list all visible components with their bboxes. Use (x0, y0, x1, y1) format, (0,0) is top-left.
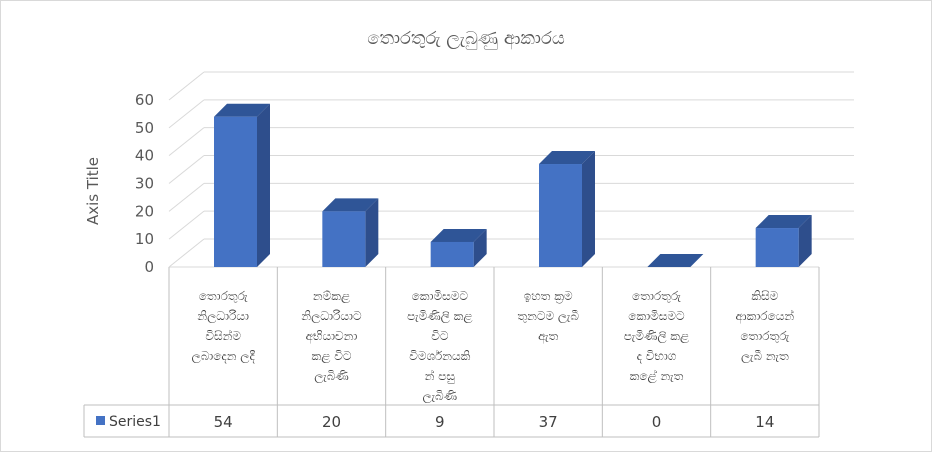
category-label: කිසිම ආකාරයෙන් තොරතුරු ලැබී නැත (736, 289, 795, 364)
legend-label: Series1 (109, 414, 161, 430)
bar-top (539, 151, 595, 165)
legend-swatch (96, 416, 105, 425)
category-label: තොරතුරු කොමිසමට පැමිණිලි කළ ද විභාග කළේ නැත (624, 289, 689, 384)
chart-title: තොරතුරු ලැබුණු ආකාරය (367, 28, 565, 50)
gridline-side (168, 238, 205, 268)
gridline-side (168, 210, 205, 240)
bar-side (582, 151, 595, 267)
gridline-side (168, 182, 205, 212)
data-value: 20 (322, 413, 341, 431)
bar-top (214, 103, 270, 117)
y-tick-label: 20 (135, 202, 154, 220)
gridline-side (168, 155, 205, 184)
bar-side (365, 198, 379, 267)
bar-side (798, 215, 812, 267)
data-value: 14 (755, 413, 774, 431)
y-tick-label: 40 (135, 147, 154, 165)
y-tick-label: 50 (135, 119, 154, 137)
bar-top (430, 228, 487, 242)
bar-side (473, 228, 487, 267)
gridline-side (168, 71, 205, 101)
bar-side (257, 103, 270, 267)
y-axis-title: Axis Title (84, 157, 102, 225)
gridline-side (168, 99, 205, 129)
y-tick-label: 30 (135, 175, 154, 193)
bar-top (755, 215, 812, 229)
category-label: කොමිසමට පැමිණිලි කළ විට විමර්ශනයකි න් පසු ලැබ… (407, 289, 472, 404)
data-value: 37 (539, 413, 558, 431)
grid (168, 71, 854, 268)
bar (430, 241, 474, 267)
category-label: ඉහත ක්‍රම තුනටම ලැබී ඇත (517, 289, 579, 344)
data-value: 54 (214, 413, 233, 431)
bar (322, 211, 366, 267)
data-value: 0 (652, 413, 662, 431)
bar-top (322, 198, 379, 212)
data-value: 9 (435, 413, 445, 431)
bar (755, 228, 799, 267)
y-tick-label: 0 (144, 258, 154, 276)
gridline-side (168, 127, 205, 157)
bar-top (647, 254, 704, 267)
bar (539, 164, 582, 267)
category-label: නම්කළ නිලධාරියාට අභියාචනා කළ විට ලැබිණි (301, 289, 362, 384)
bars (214, 103, 812, 267)
data-table: තොරතුරු නිලධාරියා විසින්ම ලබාදෙන ලදී නම්කළ නි… (83, 267, 820, 438)
bar (214, 116, 257, 267)
y-axis-ticks: 0 10 20 30 40 50 60 (135, 91, 154, 276)
y-tick-label: 10 (135, 230, 154, 248)
y-tick-label: 60 (135, 91, 154, 109)
category-label: තොරතුරු නිලධාරියා විසින්ම ලබාදෙන ලදී (192, 289, 256, 364)
